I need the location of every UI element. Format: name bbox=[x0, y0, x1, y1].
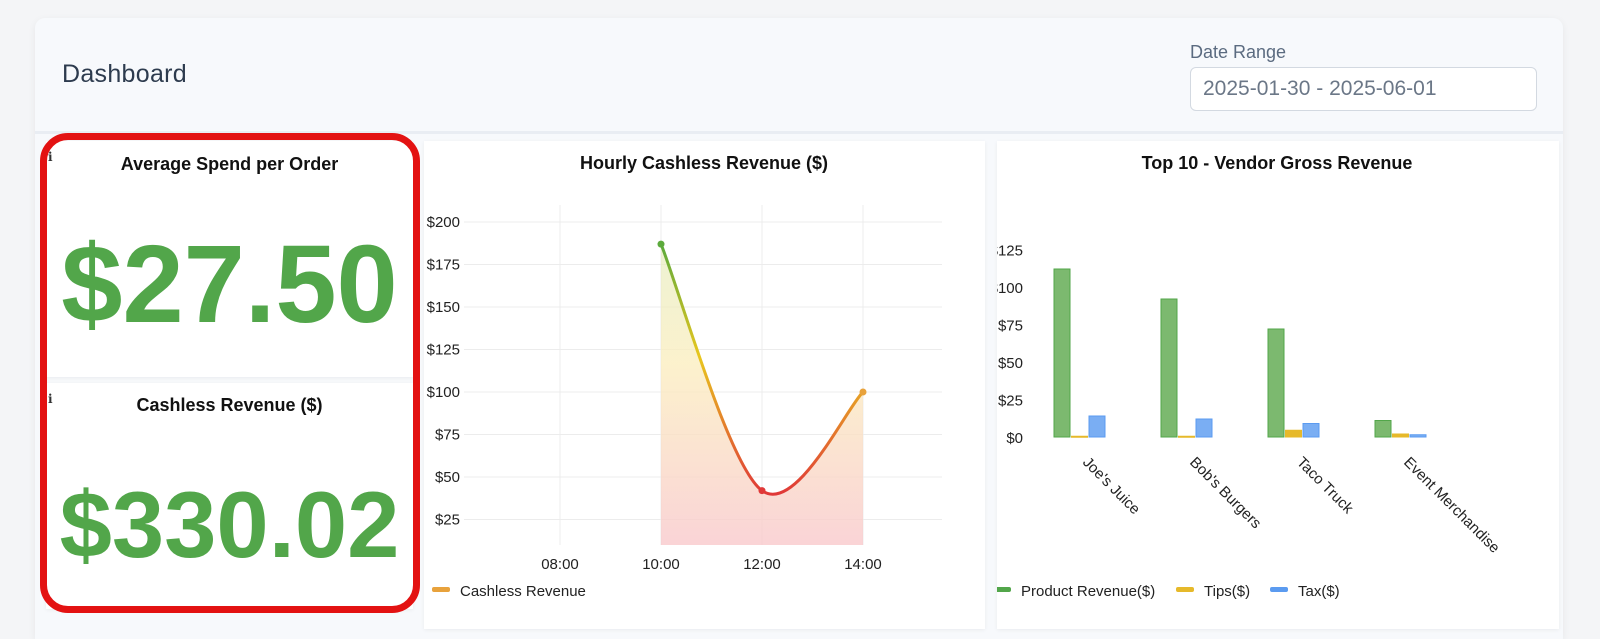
y-tick-label: $75 bbox=[998, 318, 1023, 335]
bar-tips[interactable] bbox=[1285, 429, 1302, 438]
y-tick-label: $100 bbox=[427, 384, 460, 401]
vendor-revenue-card: Top 10 - Vendor Gross Revenue $0 $25 $50 $7… bbox=[990, 141, 1559, 629]
y-tick-label: $50 bbox=[998, 355, 1023, 372]
hourly-revenue-chart: Hourly Cashless Revenue ($) $25 $50 $75 $10… bbox=[427, 153, 942, 600]
y-tick-label: $100 bbox=[997, 280, 1023, 297]
legend-swatch[interactable] bbox=[1270, 587, 1288, 592]
bar-productrevenue[interactable] bbox=[1160, 298, 1178, 438]
kpi-title-cashless-revenue: Cashless Revenue ($) bbox=[136, 395, 323, 415]
legend-label[interactable]: Tips($) bbox=[1204, 583, 1250, 600]
page-title: Dashboard bbox=[62, 60, 188, 88]
bar-tax[interactable] bbox=[1409, 434, 1427, 438]
hourly-revenue-card: Hourly Cashless Revenue ($) $25 $50 $75 $10… bbox=[424, 141, 985, 629]
bar-tax[interactable] bbox=[1195, 418, 1213, 438]
kpi-value-avg-spend: $27.50 bbox=[61, 223, 398, 346]
series-line-cashless bbox=[659, 243, 865, 496]
kpi-title-avg-spend: Average Spend per Order bbox=[120, 154, 339, 174]
y-tick-label: $75 bbox=[435, 427, 460, 444]
y-tick-label: $125 bbox=[997, 243, 1023, 260]
date-range-input[interactable] bbox=[1190, 67, 1537, 111]
chart-title: Hourly Cashless Revenue ($) bbox=[580, 153, 828, 173]
bar-tax[interactable] bbox=[1302, 423, 1320, 438]
bar-productrevenue[interactable] bbox=[1374, 420, 1392, 438]
chart-title: Top 10 - Vendor Gross Revenue bbox=[1142, 153, 1413, 173]
y-tick-label: $25 bbox=[435, 512, 460, 529]
legend-swatch[interactable] bbox=[993, 587, 1011, 592]
bar-productrevenue[interactable] bbox=[1053, 268, 1071, 438]
legend-label[interactable]: Tax($) bbox=[1298, 583, 1340, 600]
series-area-cashless bbox=[661, 244, 863, 545]
x-tick-label: 14:00 bbox=[844, 556, 882, 573]
x-tick-label: 12:00 bbox=[743, 556, 781, 573]
dashboard-header: Dashboard Date Range bbox=[35, 18, 1563, 133]
kpi-card-cashless-revenue: i Cashless Revenue ($) $330.02 bbox=[46, 383, 413, 609]
header-divider bbox=[35, 131, 1563, 134]
bar-tips[interactable] bbox=[1178, 435, 1195, 438]
legend-label-cashless: Cashless Revenue bbox=[460, 583, 586, 600]
bar-tips[interactable] bbox=[1392, 433, 1409, 438]
kpi-value-cashless-revenue: $330.02 bbox=[59, 472, 400, 577]
info-icon[interactable]: i bbox=[48, 392, 53, 406]
chart-legend[interactable]: Cashless Revenue bbox=[432, 583, 586, 600]
date-range-label: Date Range bbox=[1190, 42, 1287, 62]
vendor-revenue-chart: Top 10 - Vendor Gross Revenue $0 $25 $50 $7… bbox=[990, 153, 1503, 600]
x-tick-label: Taco Truck bbox=[1293, 454, 1357, 518]
kpi-card-avg-spend: i Average Spend per Order $27.50 bbox=[46, 141, 413, 377]
y-tick-label: $125 bbox=[427, 342, 460, 359]
y-tick-label: $150 bbox=[427, 299, 460, 316]
y-tick-label: $0 bbox=[1006, 430, 1023, 447]
legend-label[interactable]: Product Revenue($) bbox=[1021, 583, 1155, 600]
x-tick-label: Bob's Burgers bbox=[1186, 454, 1264, 532]
legend-swatch[interactable] bbox=[1176, 587, 1194, 592]
legend-swatch-cashless bbox=[432, 587, 450, 592]
y-tick-label: $50 bbox=[435, 469, 460, 486]
data-point[interactable] bbox=[657, 240, 665, 248]
y-tick-label: $25 bbox=[998, 393, 1023, 410]
x-tick-label: 08:00 bbox=[541, 556, 579, 573]
data-point[interactable] bbox=[859, 388, 867, 396]
y-tick-label: $175 bbox=[427, 257, 460, 274]
data-point[interactable] bbox=[758, 487, 766, 495]
info-icon[interactable]: i bbox=[48, 150, 53, 164]
x-tick-label: 10:00 bbox=[642, 556, 680, 573]
y-tick-label: $200 bbox=[427, 214, 460, 231]
x-tick-label: Event Merchandise bbox=[1400, 454, 1503, 557]
bar-productrevenue[interactable] bbox=[1267, 328, 1285, 438]
bar-tax[interactable] bbox=[1088, 415, 1106, 438]
x-tick-label: Joe's Juice bbox=[1079, 454, 1143, 518]
bar-tips[interactable] bbox=[1071, 435, 1088, 438]
